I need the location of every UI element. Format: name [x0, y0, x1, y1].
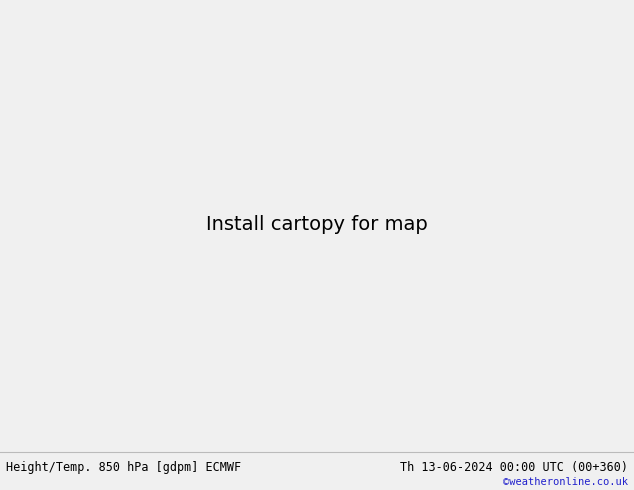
Text: ©weatheronline.co.uk: ©weatheronline.co.uk [503, 477, 628, 487]
Text: Install cartopy for map: Install cartopy for map [206, 216, 428, 234]
Text: Height/Temp. 850 hPa [gdpm] ECMWF: Height/Temp. 850 hPa [gdpm] ECMWF [6, 462, 242, 474]
Text: Th 13-06-2024 00:00 UTC (00+360): Th 13-06-2024 00:00 UTC (00+360) [399, 462, 628, 474]
